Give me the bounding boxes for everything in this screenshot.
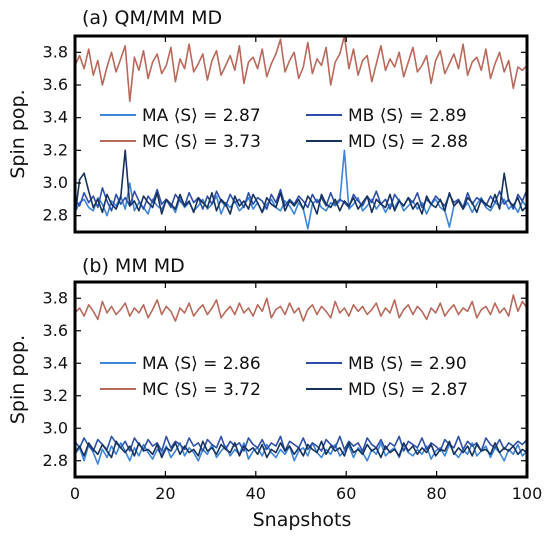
legend-label-ma: MA ⟨S⟩ = 2.86 — [142, 354, 261, 374]
legend-label-md: MD ⟨S⟩ = 2.88 — [348, 132, 468, 152]
legend-label-ma: MA ⟨S⟩ = 2.87 — [142, 106, 261, 126]
y-tick-label: 3.8 — [43, 42, 68, 61]
y-tick-label: 3.4 — [43, 108, 68, 127]
legend-label-md: MD ⟨S⟩ = 2.87 — [348, 380, 468, 400]
legend-label-mc: MC ⟨S⟩ = 3.73 — [142, 132, 261, 152]
series-group — [75, 294, 527, 465]
y-axis-title: Spin pop. — [7, 89, 29, 178]
y-tick-label: 3.0 — [43, 173, 68, 192]
y-tick-label: 3.6 — [43, 75, 68, 94]
y-tick-label: 3.2 — [43, 140, 68, 159]
y-tick-label: 3.4 — [43, 353, 68, 372]
legend-label-mb: MB ⟨S⟩ = 2.90 — [348, 354, 467, 374]
series-group — [75, 36, 527, 230]
y-axis-title: Spin pop. — [7, 335, 29, 424]
panel-title: (b) MM MD — [82, 255, 185, 277]
x-tick-label: 40 — [246, 484, 266, 503]
x-axis-title: Snapshots — [253, 509, 352, 531]
y-tick-label: 3.8 — [43, 288, 68, 307]
y-tick-label: 3.0 — [43, 418, 68, 437]
series-line-mc — [75, 294, 527, 322]
legend-label-mc: MC ⟨S⟩ = 3.72 — [142, 380, 261, 400]
series-line-md — [75, 149, 527, 216]
y-tick-label: 2.8 — [43, 206, 68, 225]
panel-b: 2.8 3.0 3.2 3.4 3.6 3.8 0 20 40 60 80 100 (b) MM MD S… — [7, 255, 542, 503]
plot-frame — [73, 34, 529, 234]
series-line-md — [75, 440, 527, 459]
y-tick-label: 3.2 — [43, 386, 68, 405]
x-tick-label: 20 — [155, 484, 175, 503]
y-tick-label: 2.8 — [43, 451, 68, 470]
legend-label-mb: MB ⟨S⟩ = 2.89 — [348, 106, 467, 126]
plot-frame — [73, 280, 529, 479]
panel-a: 2.8 3.0 3.2 3.4 3.6 3.8 (a) QM/MM MD Spin pop. M… — [7, 7, 529, 234]
y-tick-label: 3.6 — [43, 321, 68, 340]
x-tick-label: 0 — [70, 484, 80, 503]
series-line-ma — [75, 149, 527, 230]
series-line-mc — [75, 36, 527, 103]
panel-title: (a) QM/MM MD — [82, 7, 222, 29]
x-tick-label: 60 — [336, 484, 356, 503]
x-tick-label: 100 — [512, 484, 543, 503]
x-tick-label: 80 — [426, 484, 446, 503]
